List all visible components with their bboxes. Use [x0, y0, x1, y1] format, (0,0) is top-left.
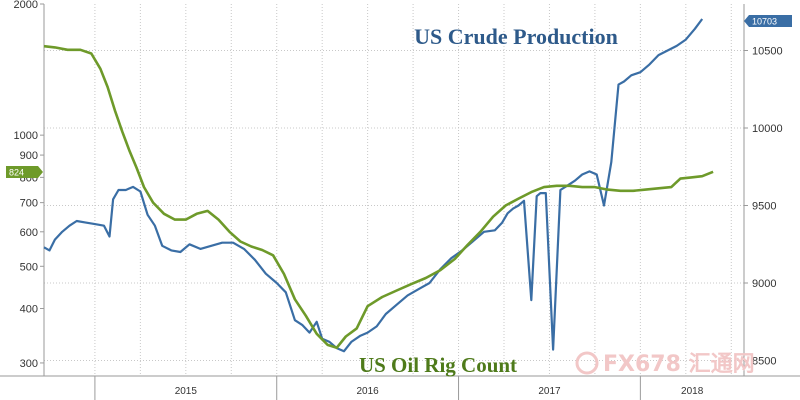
- rig-count-title: US Oil Rig Count: [359, 353, 517, 377]
- left-tick-label: 300: [20, 358, 38, 370]
- right-tick-label: 10000: [752, 123, 783, 135]
- left-badge-shape: [6, 166, 43, 178]
- watermark: FX678 汇通网: [575, 351, 755, 377]
- left-tick-label: 600: [20, 227, 38, 239]
- series-layer: [43, 18, 714, 353]
- grid-layer: [44, 4, 744, 376]
- left-tick-label: 2000: [14, 0, 38, 11]
- left-tick-label: 400: [20, 304, 38, 316]
- x-tick-label: 2016: [357, 386, 380, 397]
- right-tick-label: 8500: [752, 356, 776, 368]
- crude-production-line: [43, 18, 704, 353]
- x-tick-label: 2018: [681, 386, 704, 397]
- left-tick-label: 700: [20, 198, 38, 210]
- left-tick-label: 500: [20, 261, 38, 273]
- x-tick-label: 2017: [538, 386, 561, 397]
- right-last-value-badge: 10703: [744, 15, 792, 27]
- watermark-logo-icon: [575, 351, 599, 375]
- rig-count-line: [43, 44, 714, 350]
- left-badge-value: 824: [9, 168, 24, 178]
- left-tick-label: 1000: [14, 130, 38, 142]
- watermark-text: FX678 汇通网: [603, 352, 755, 377]
- right-tick-label: 9500: [752, 201, 776, 213]
- left-tick-label: 900: [20, 150, 38, 162]
- right-badge-shape: [744, 15, 792, 27]
- right-badge-value: 10703: [752, 17, 777, 27]
- crude-production-title: US Crude Production: [414, 24, 618, 49]
- right-tick-label: 10500: [752, 46, 783, 58]
- right-tick-label: 9000: [752, 278, 776, 290]
- left-last-value-badge: 824: [6, 166, 43, 178]
- x-tick-label: 2015: [175, 386, 198, 397]
